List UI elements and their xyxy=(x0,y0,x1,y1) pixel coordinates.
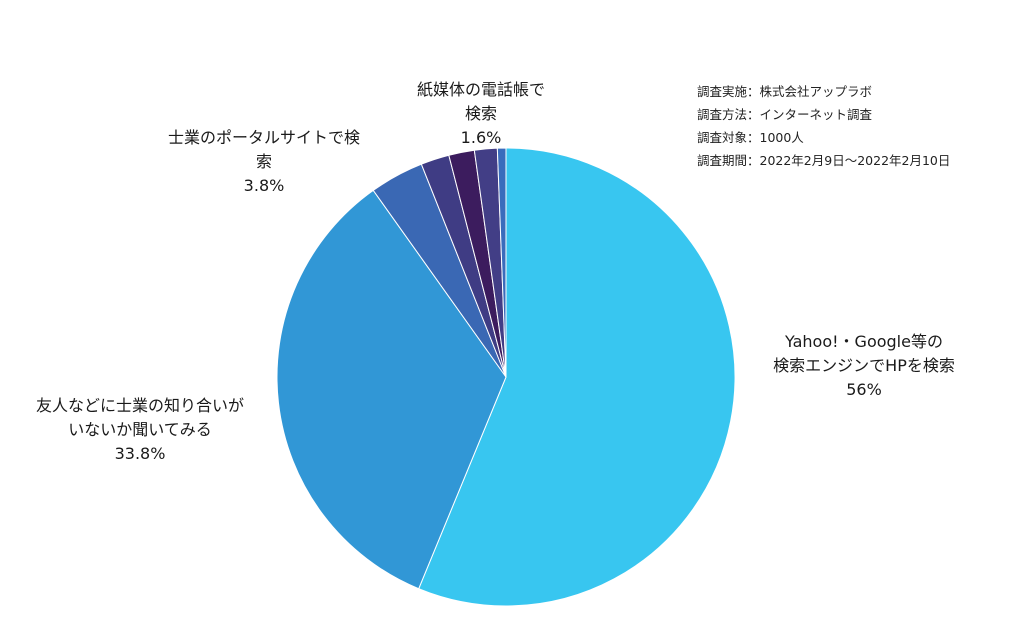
slice-percent: 56% xyxy=(846,380,882,399)
slice-label-line: 士業のポータルサイトで検 xyxy=(167,128,360,147)
slice-label-phone-book: 紙媒体の電話帳で 検索 1.6% xyxy=(396,78,566,150)
pie-slice-6 xyxy=(496,147,507,378)
slice-label-line: Yahoo!・Google等の xyxy=(785,332,943,351)
slice-percent: 1.6% xyxy=(460,128,502,147)
survey-info-line: 調査期間：2022年2月9日〜2022年2月10日 xyxy=(697,153,951,168)
slice-label-ask-friends: 友人などに士業の知り合いが いないか聞いてみる 33.8% xyxy=(14,394,266,466)
slice-label-line: 索 xyxy=(255,152,272,171)
slice-label-line: いないか聞いてみる xyxy=(68,420,212,439)
survey-info-line: 調査実施：株式会社アップラボ xyxy=(697,84,873,99)
pie-slice-0 xyxy=(418,147,736,607)
pie-slice-1 xyxy=(276,189,507,590)
survey-info-line: 調査対象：1000人 xyxy=(697,130,804,145)
survey-info: 調査実施：株式会社アップラボ 調査方法：インターネット調査 調査対象：1000人… xyxy=(697,80,950,172)
slice-label-line: 友人などに士業の知り合いが xyxy=(35,396,244,415)
slice-percent: 33.8% xyxy=(114,444,166,463)
slice-percent: 3.8% xyxy=(243,176,285,195)
slice-label-line: 検索 xyxy=(464,104,497,123)
survey-info-line: 調査方法：インターネット調査 xyxy=(697,107,873,122)
slice-label-line: 検索エンジンでHPを検索 xyxy=(773,356,955,375)
slice-label-line: 紙媒体の電話帳で xyxy=(416,80,545,99)
slice-label-portal-site: 士業のポータルサイトで検 索 3.8% xyxy=(148,126,380,198)
slice-label-search-engine: Yahoo!・Google等の 検索エンジンでHPを検索 56% xyxy=(744,330,984,402)
